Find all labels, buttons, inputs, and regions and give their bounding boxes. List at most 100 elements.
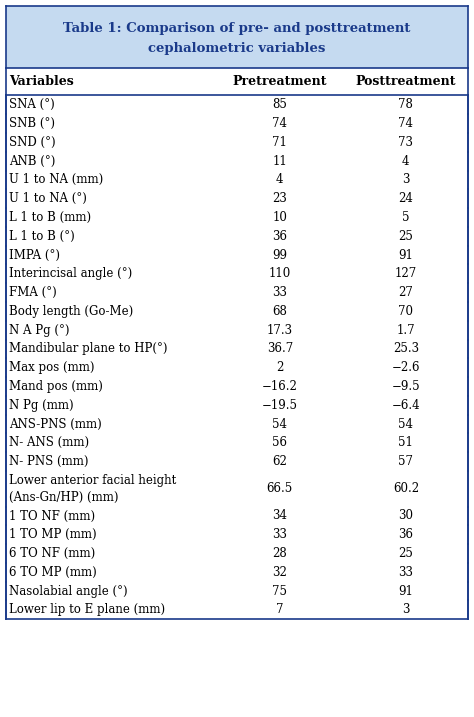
Text: ANS-PNS (mm): ANS-PNS (mm) [9, 417, 102, 431]
Text: Lower lip to E plane (mm): Lower lip to E plane (mm) [9, 604, 165, 617]
Text: 68: 68 [273, 305, 287, 318]
Text: N Pg (mm): N Pg (mm) [9, 399, 74, 412]
Text: 91: 91 [399, 584, 413, 597]
Text: 57: 57 [398, 455, 413, 468]
Text: L 1 to B (mm): L 1 to B (mm) [9, 211, 91, 224]
Text: SNB (°): SNB (°) [9, 117, 55, 130]
Text: 74: 74 [398, 117, 413, 130]
Bar [6, 601, 468, 619]
Text: U 1 to NA (mm): U 1 to NA (mm) [9, 174, 104, 186]
Bar [6, 377, 468, 396]
Text: 4: 4 [402, 155, 410, 168]
Bar [6, 526, 468, 544]
Text: 28: 28 [273, 547, 287, 560]
Text: 25.3: 25.3 [393, 343, 419, 356]
Text: 3: 3 [402, 604, 410, 617]
Bar [6, 358, 468, 377]
Text: Nasolabial angle (°): Nasolabial angle (°) [9, 584, 128, 597]
Bar [6, 302, 468, 320]
Bar [6, 434, 468, 452]
Text: Table 1: Comparison of pre- and posttreatment: Table 1: Comparison of pre- and posttrea… [64, 22, 410, 35]
Text: 71: 71 [273, 136, 287, 149]
Text: 25: 25 [399, 229, 413, 243]
Text: 24: 24 [399, 192, 413, 205]
Text: −2.6: −2.6 [392, 361, 420, 374]
Text: 32: 32 [273, 566, 287, 579]
Bar [6, 208, 468, 227]
Bar [6, 6, 468, 68]
Text: 60.2: 60.2 [393, 483, 419, 495]
Text: Lower anterior facial height: Lower anterior facial height [9, 474, 177, 487]
Text: Mandibular plane to HP(°): Mandibular plane to HP(°) [9, 343, 168, 356]
Text: 127: 127 [395, 267, 417, 280]
Text: 70: 70 [398, 305, 413, 318]
Text: 66.5: 66.5 [267, 483, 293, 495]
Bar [6, 189, 468, 208]
Text: N- PNS (mm): N- PNS (mm) [9, 455, 89, 468]
Text: 33: 33 [272, 528, 287, 541]
Text: 85: 85 [273, 98, 287, 111]
Text: 23: 23 [273, 192, 287, 205]
Text: cephalometric variables: cephalometric variables [148, 42, 326, 54]
Bar [6, 471, 468, 506]
Text: 2: 2 [276, 361, 283, 374]
Text: 54: 54 [398, 417, 413, 431]
Text: Interincisal angle (°): Interincisal angle (°) [9, 267, 133, 280]
Text: 7: 7 [276, 604, 283, 617]
Text: 99: 99 [272, 249, 287, 262]
Text: N A Pg (°): N A Pg (°) [9, 323, 70, 337]
Text: SNA (°): SNA (°) [9, 98, 55, 111]
Text: 10: 10 [273, 211, 287, 224]
Text: 4: 4 [276, 174, 283, 186]
Text: 3: 3 [402, 174, 410, 186]
Bar [6, 68, 468, 95]
Text: 1 TO MP (mm): 1 TO MP (mm) [9, 528, 97, 541]
Text: 75: 75 [272, 584, 287, 597]
Text: 6 TO NF (mm): 6 TO NF (mm) [9, 547, 96, 560]
Text: ANB (°): ANB (°) [9, 155, 56, 168]
Bar [6, 114, 468, 133]
Text: Max pos (mm): Max pos (mm) [9, 361, 95, 374]
Text: L 1 to B (°): L 1 to B (°) [9, 229, 75, 243]
Bar [6, 171, 468, 189]
Text: 51: 51 [399, 437, 413, 450]
Text: 33: 33 [272, 286, 287, 299]
Text: 62: 62 [273, 455, 287, 468]
Bar [6, 340, 468, 358]
Text: 56: 56 [272, 437, 287, 450]
Text: 25: 25 [399, 547, 413, 560]
Text: Body length (Go-Me): Body length (Go-Me) [9, 305, 134, 318]
Text: −19.5: −19.5 [262, 399, 298, 412]
Bar [6, 506, 468, 526]
Text: −6.4: −6.4 [392, 399, 420, 412]
Bar [6, 414, 468, 434]
Text: 78: 78 [399, 98, 413, 111]
Text: −16.2: −16.2 [262, 380, 298, 393]
Text: 110: 110 [269, 267, 291, 280]
Text: Posttreatment: Posttreatment [356, 75, 456, 88]
Text: 5: 5 [402, 211, 410, 224]
Text: SND (°): SND (°) [9, 136, 56, 149]
Text: IMPA (°): IMPA (°) [9, 249, 61, 262]
Text: U 1 to NA (°): U 1 to NA (°) [9, 192, 87, 205]
Text: FMA (°): FMA (°) [9, 286, 57, 299]
Text: 91: 91 [399, 249, 413, 262]
Bar [6, 133, 468, 152]
Bar [6, 265, 468, 283]
Text: (Ans-Gn/HP) (mm): (Ans-Gn/HP) (mm) [9, 490, 119, 503]
Text: 30: 30 [398, 510, 413, 523]
Text: 36: 36 [398, 528, 413, 541]
Text: 73: 73 [398, 136, 413, 149]
Bar [6, 563, 468, 581]
Text: Mand pos (mm): Mand pos (mm) [9, 380, 103, 393]
Text: 11: 11 [273, 155, 287, 168]
Bar [6, 283, 468, 302]
Text: 6 TO MP (mm): 6 TO MP (mm) [9, 566, 97, 579]
Text: −9.5: −9.5 [392, 380, 420, 393]
Text: 1 TO NF (mm): 1 TO NF (mm) [9, 510, 96, 523]
Bar [6, 320, 468, 340]
Bar [6, 396, 468, 414]
Text: 17.3: 17.3 [267, 323, 293, 337]
Bar [6, 246, 468, 265]
Text: 27: 27 [399, 286, 413, 299]
